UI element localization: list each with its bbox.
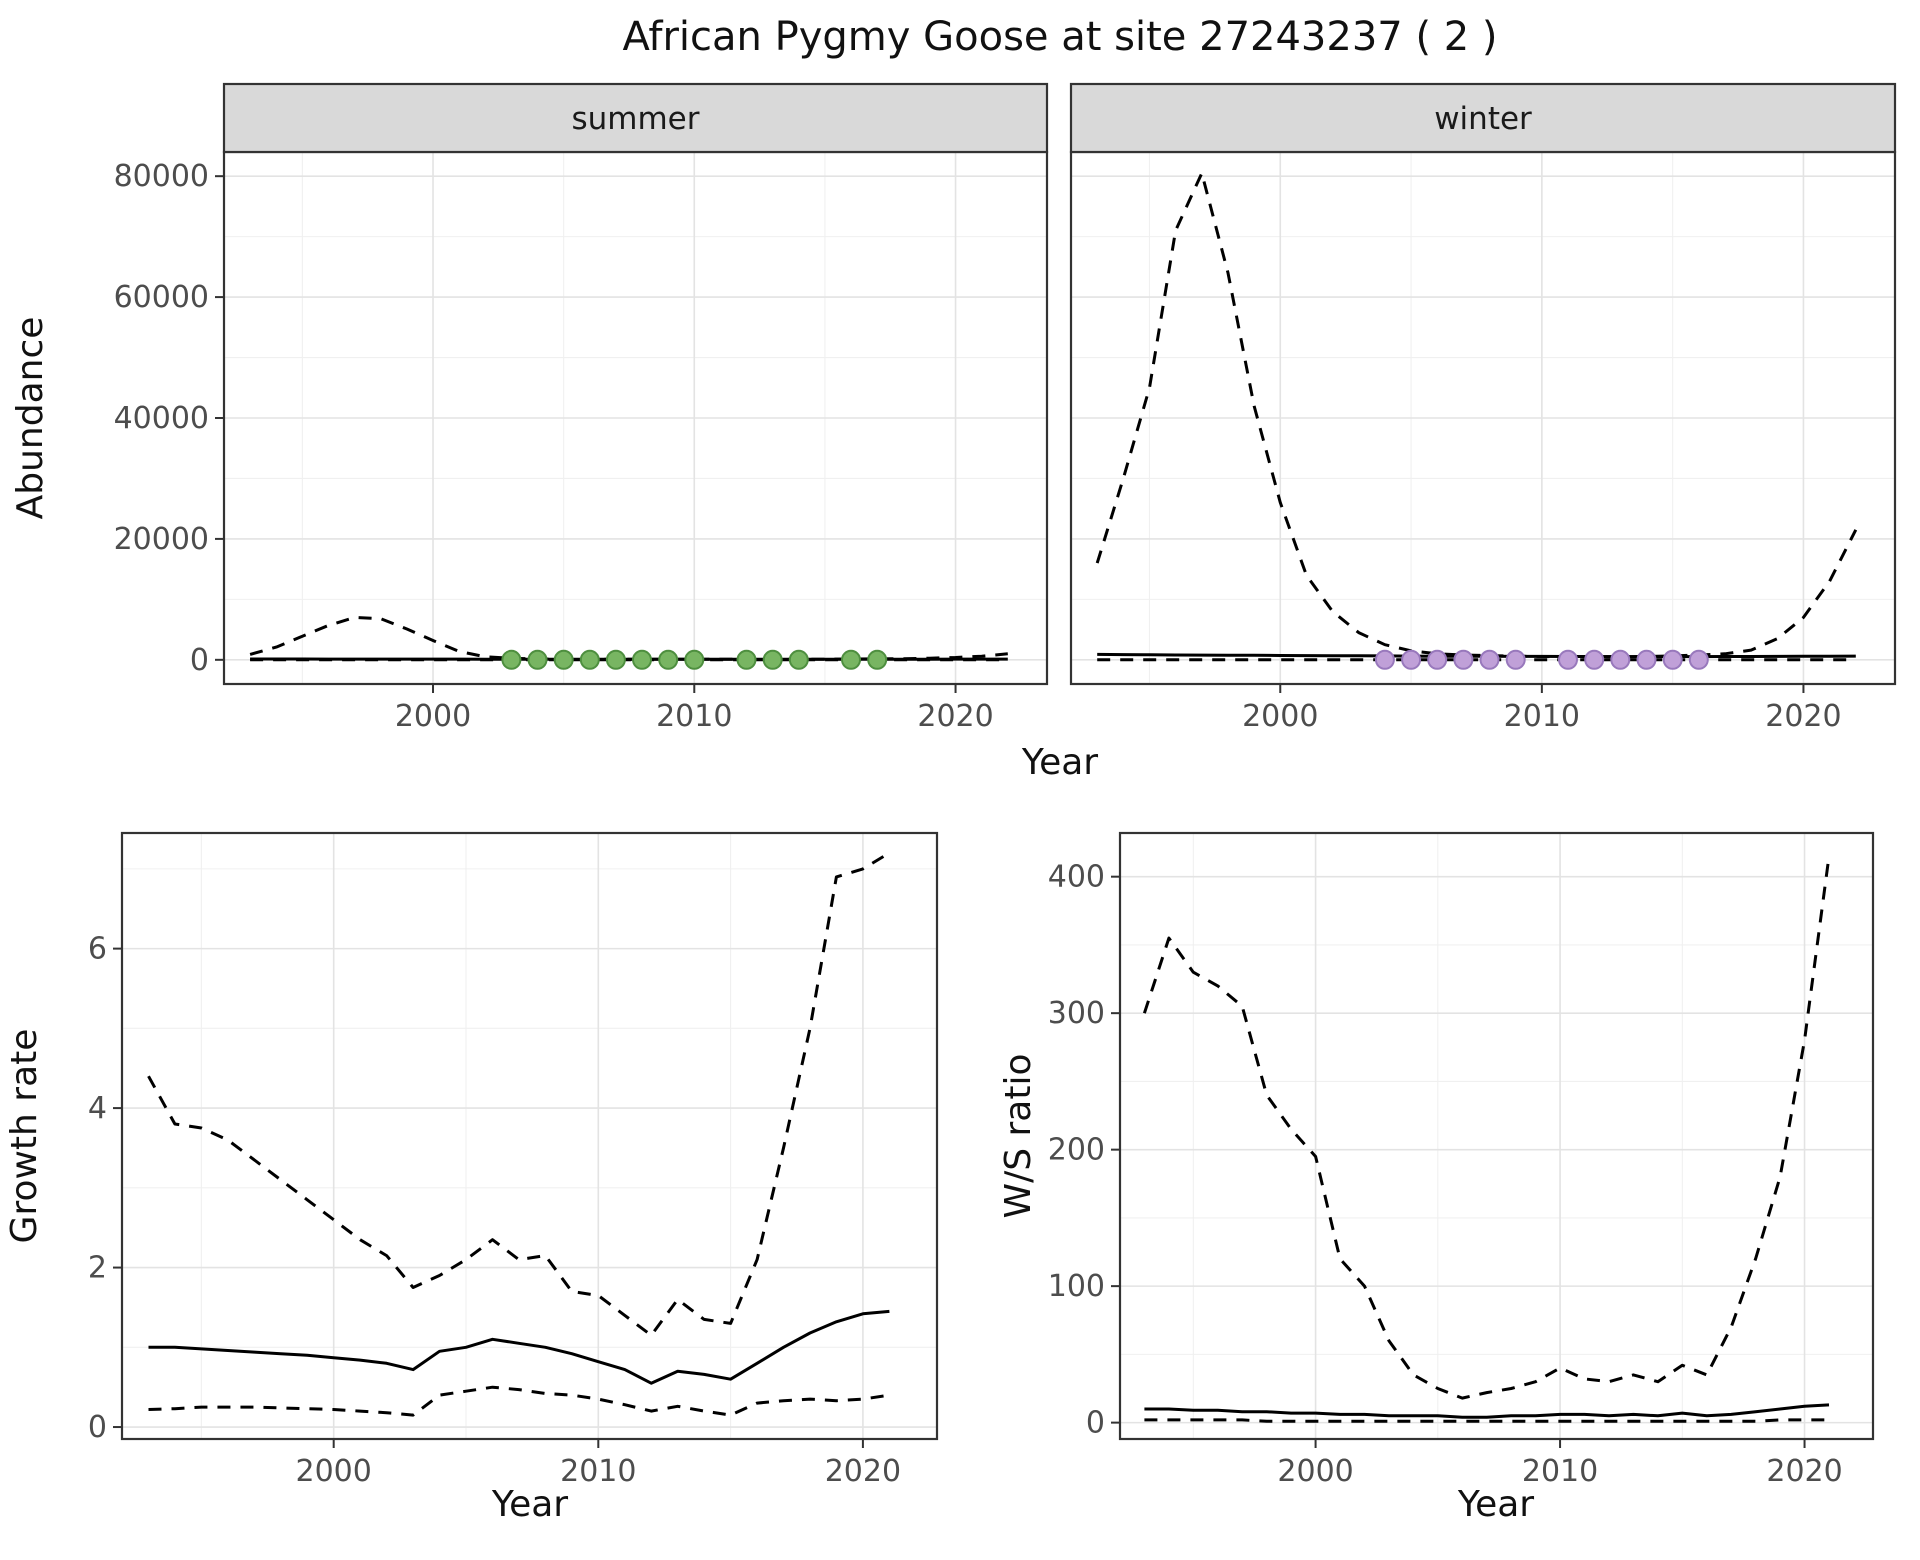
ws_ratio-estimate-line <box>1144 1403 1830 1419</box>
x-tick-label: 2000 <box>1242 699 1318 734</box>
abundance_summer-observed-point <box>658 649 679 670</box>
x-tick-label: 2020 <box>825 1454 901 1489</box>
y-tick-label: 6 <box>88 932 107 967</box>
growth_rate-estimate-line <box>148 1309 890 1385</box>
panel-border <box>120 831 939 1441</box>
abundance_winter-observed-point <box>1453 649 1474 670</box>
abundance_winter-observed-point <box>1688 649 1709 670</box>
abundance_winter-observed-point <box>1636 649 1657 670</box>
abundance_summer-observed-point <box>527 649 548 670</box>
abundance_winter-observed-point <box>1479 649 1500 670</box>
abundance_summer-observed-point <box>632 649 652 670</box>
y-axis-title-abundance: Abundance <box>10 317 51 520</box>
abundance_summer-observed-point <box>867 649 888 670</box>
y-tick-label: 0 <box>190 643 209 678</box>
abundance_summer-observed-point <box>605 649 626 670</box>
growth_rate-lower_ci-line <box>148 1385 890 1417</box>
abundance_winter-observed-point <box>1558 649 1578 670</box>
y-tick-label: 0 <box>1086 1406 1105 1441</box>
ws-ratio-chart: 2000 2010 2020 0 100 200 300 400 W/S ratio Year <box>998 831 1875 1525</box>
x-tick-label: 2000 <box>1277 1454 1353 1489</box>
abundance_winter-observed-point <box>1505 649 1526 670</box>
x-axis-title-year-ratio: Year <box>1457 1484 1534 1525</box>
abundance_summer-observed-point <box>841 649 861 670</box>
abundance_summer-observed-point <box>501 649 522 670</box>
y-tick-label: 300 <box>1048 996 1105 1031</box>
ws_ratio-upper_ci-line <box>1142 856 1831 1400</box>
abundance_winter-observed-point <box>1374 649 1395 670</box>
x-tick-label: 2020 <box>1765 699 1841 734</box>
panel-border <box>1118 831 1875 1441</box>
figure-title: African Pygmy Goose at site 27243237 ( 2… <box>622 14 1498 60</box>
abundance_summer-panel: 2000 2010 2020 0 20000 40000 60000 80000 summer <box>114 82 1049 734</box>
x-tick-label: 2000 <box>395 699 471 734</box>
abundance_summer-observed-point <box>736 649 757 670</box>
y-axis-title-ws-ratio: W/S ratio <box>998 1053 1039 1218</box>
abundance_summer-observed-point <box>579 649 600 670</box>
y-tick-label: 4 <box>88 1091 107 1126</box>
abundance_winter-observed-point <box>1610 649 1631 670</box>
growth-rate-chart: 2000 2010 2020 0 2 4 6 Growth rate Year <box>4 831 939 1525</box>
y-tick-label: 60000 <box>114 280 209 315</box>
facet-strip-label: winter <box>1434 101 1532 137</box>
x-axis-title-year-top: Year <box>1021 742 1098 783</box>
facet-strip <box>222 82 1049 154</box>
x-axis-title-year-growth: Year <box>491 1484 568 1525</box>
panel-background <box>122 833 937 1439</box>
facet-strip-label: summer <box>571 101 699 137</box>
y-tick-label: 20000 <box>114 522 209 557</box>
abundance_winter-observed-point <box>1584 649 1605 670</box>
y-tick-label: 200 <box>1048 1133 1105 1168</box>
abundance_summer-observed-point <box>762 649 783 670</box>
y-tick-label: 80000 <box>114 159 209 194</box>
abundance-faceted-chart: 2000 2010 2020020000400006000080000summer2… <box>10 82 1897 783</box>
abundance_winter-observed-point <box>1401 649 1422 670</box>
ws_ratio-panel: 2000 2010 2020 0 100 200 300 400 <box>1048 831 1875 1489</box>
abundance_winter-observed-point <box>1427 649 1448 670</box>
x-tick-label: 2010 <box>1504 699 1580 734</box>
x-tick-label: 2000 <box>296 1454 372 1489</box>
growth_rate-upper_ci-line <box>147 851 891 1337</box>
abundance_summer-observed-point <box>684 649 705 670</box>
y-tick-label: 100 <box>1048 1269 1105 1304</box>
x-tick-label: 2020 <box>917 699 993 734</box>
y-axis-title-growth-rate: Growth rate <box>4 1029 45 1244</box>
x-tick-label: 2010 <box>656 699 732 734</box>
panel-background <box>1120 833 1873 1439</box>
x-tick-label: 2010 <box>560 1454 636 1489</box>
bottom-row: 2000 2010 2020 0 2 4 6 Growth rate Year 2000 2010… <box>0 794 1920 1554</box>
y-tick-label: 40000 <box>114 401 209 436</box>
growth_rate-panel: 2000 2010 2020 0 2 4 6 <box>88 831 939 1489</box>
y-tick-label: 2 <box>88 1251 107 1286</box>
abundance_winter-observed-point <box>1662 649 1683 670</box>
y-tick-label: 0 <box>88 1410 107 1445</box>
y-tick-label: 400 <box>1048 860 1105 895</box>
x-tick-label: 2020 <box>1766 1454 1842 1489</box>
abundance_winter-panel: 2000 2010 2020 winter <box>1069 82 1897 734</box>
abundance_summer-observed-point <box>788 649 809 670</box>
facet-strip <box>1069 82 1897 154</box>
abundance_summer-observed-point <box>553 649 574 670</box>
abundance_winter-estimate-line <box>1097 652 1856 659</box>
x-tick-label: 2010 <box>1522 1454 1598 1489</box>
